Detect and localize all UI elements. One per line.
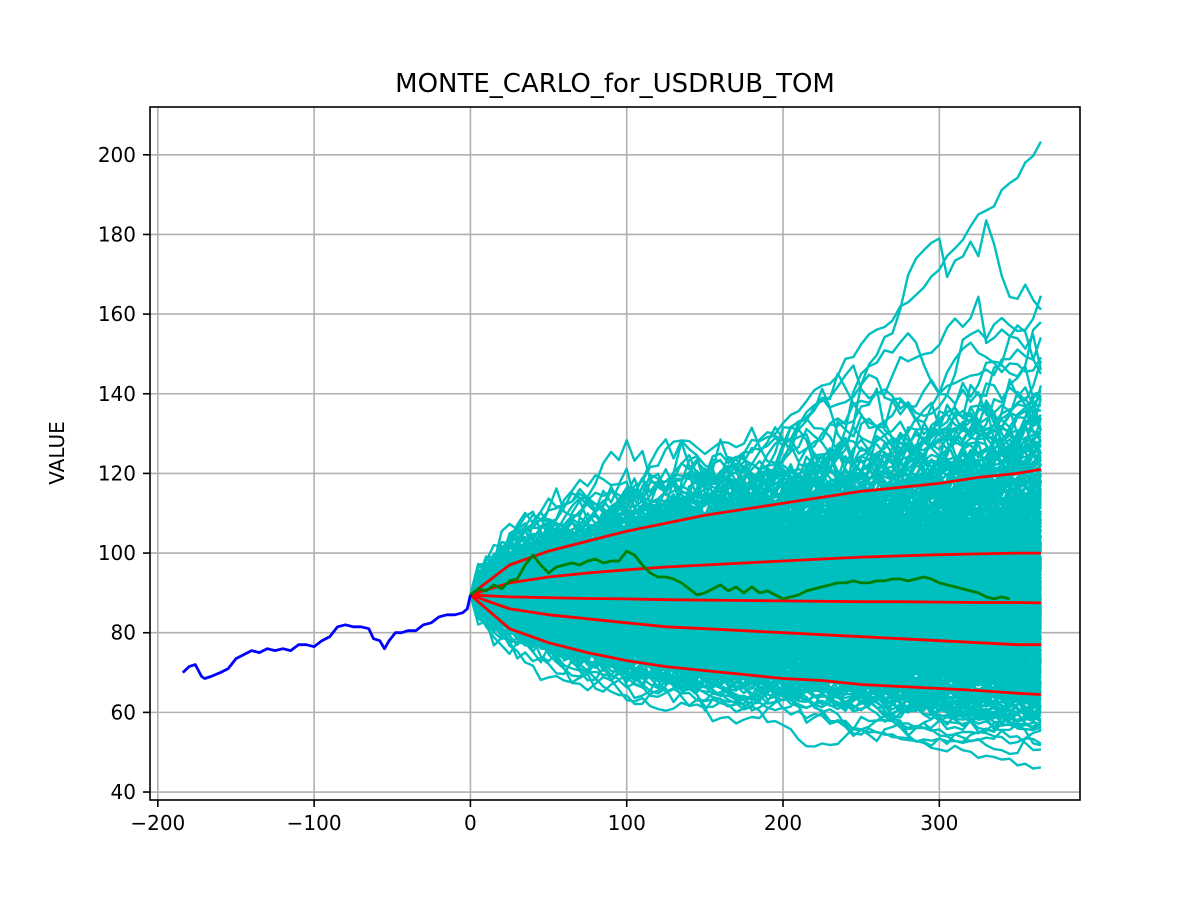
simulation-path xyxy=(469,574,1042,647)
y-tick-label: 160 xyxy=(98,302,136,326)
percentile-line xyxy=(469,593,1041,696)
simulation-path xyxy=(469,526,1042,631)
simulation-path xyxy=(469,586,1042,692)
x-tick-label: −200 xyxy=(130,811,185,835)
x-tick-label: 200 xyxy=(764,811,802,835)
x-tick-label: 100 xyxy=(608,811,646,835)
percentile-line xyxy=(469,593,1041,647)
x-tick-label: 300 xyxy=(920,811,958,835)
simulation-path xyxy=(469,590,1042,708)
percentile-line xyxy=(469,551,1041,597)
y-axis-label: VALUE xyxy=(45,421,69,485)
simulation-path xyxy=(469,594,1042,770)
grid xyxy=(150,107,1080,800)
chart-title: MONTE_CARLO_for_USDRUB_TOM xyxy=(395,69,835,99)
simulation-path xyxy=(469,594,1042,732)
percentile-lines xyxy=(469,468,1042,696)
simulation-path xyxy=(470,548,1042,659)
plot-area xyxy=(181,141,1043,770)
y-tick-label: 120 xyxy=(98,461,136,485)
percentile-line xyxy=(470,593,1041,605)
x-tick-label: 0 xyxy=(464,811,477,835)
simulation-path xyxy=(470,443,1043,598)
simulation-path xyxy=(469,403,1042,596)
y-tick-label: 40 xyxy=(111,780,136,804)
simulation-path xyxy=(469,558,1042,657)
y-tick-label: 100 xyxy=(98,541,136,565)
simulation-path xyxy=(469,501,1042,627)
y-tick-label: 200 xyxy=(98,143,136,167)
simulation-path xyxy=(469,594,1042,728)
x-axis: −200 −100 0 100 200 300 xyxy=(130,800,958,835)
y-axis: 40 60 80 100 120 140 160 180 200 xyxy=(98,143,150,804)
y-tick-label: 140 xyxy=(98,382,136,406)
y-tick-label: 60 xyxy=(111,700,136,724)
simulation-path xyxy=(469,398,1043,609)
simulation-path xyxy=(470,141,1042,599)
simulation-path xyxy=(470,487,1042,686)
percentile-line xyxy=(469,468,1042,597)
actual-line xyxy=(469,549,1011,601)
y-tick-label: 180 xyxy=(98,222,136,246)
plot-frame xyxy=(149,106,1081,801)
history-line xyxy=(181,594,472,680)
y-tick-label: 80 xyxy=(111,621,136,645)
actual-series-line xyxy=(469,549,1011,601)
x-tick-label: −100 xyxy=(287,811,342,835)
history-series-line xyxy=(181,594,472,680)
